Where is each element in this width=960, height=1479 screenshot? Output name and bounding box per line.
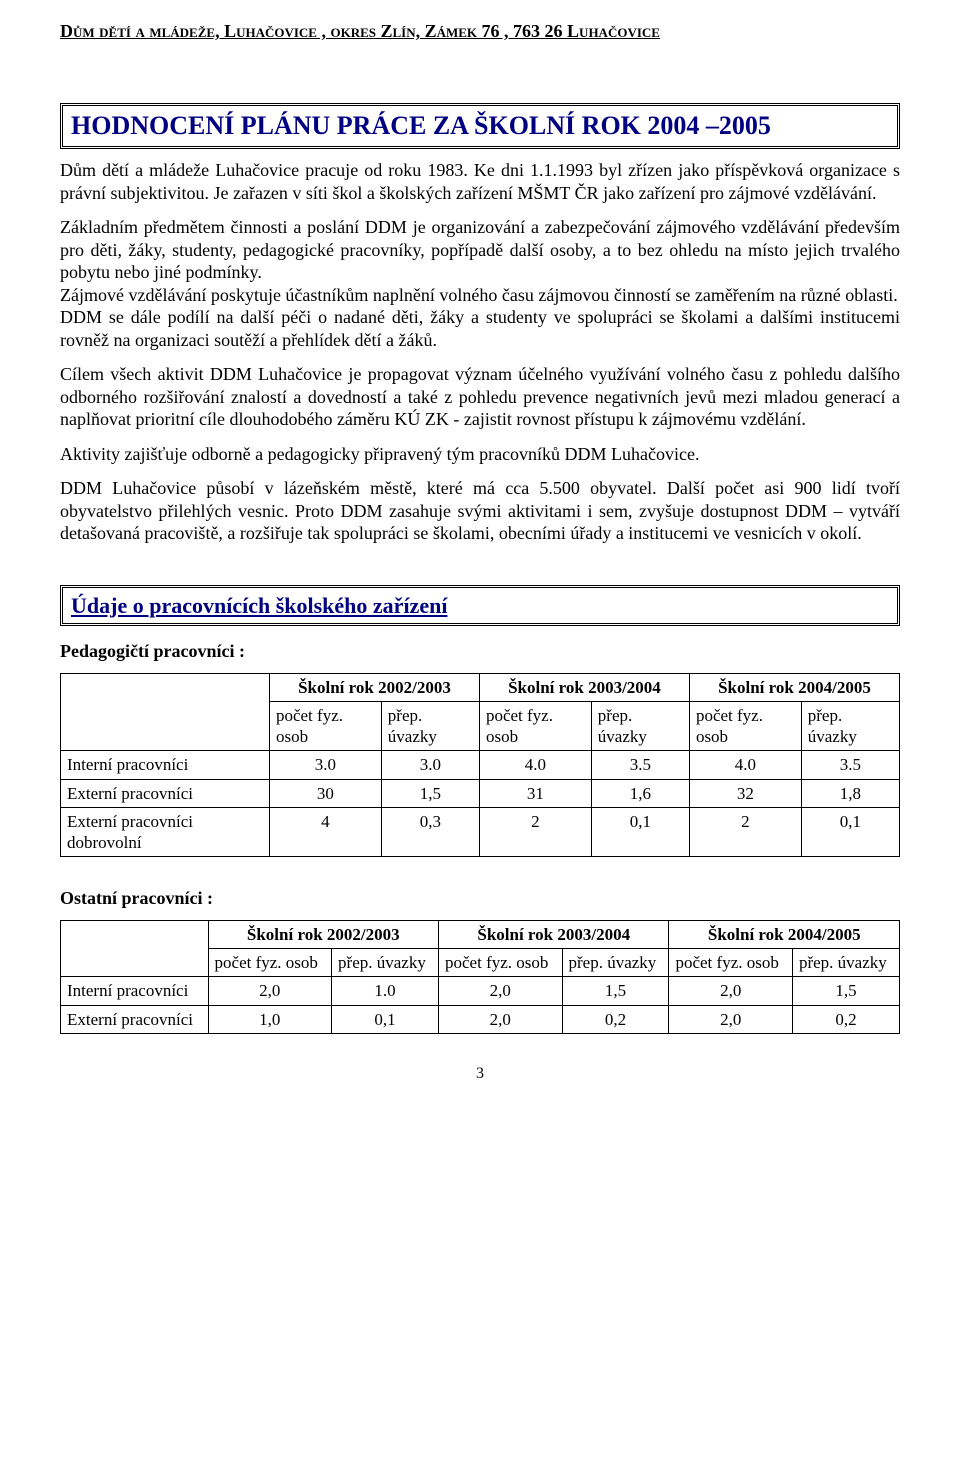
page-title: HODNOCENÍ PLÁNU PRÁCE ZA ŠKOLNÍ ROK 2004…: [71, 110, 889, 143]
cell: 3.0: [381, 751, 479, 779]
cell: 4.0: [479, 751, 591, 779]
cell: 30: [269, 779, 381, 807]
ost-table: Školní rok 2002/2003 Školní rok 2003/200…: [60, 920, 900, 1034]
year-2003-2004: Školní rok 2003/2004: [439, 920, 669, 948]
paragraph-1: Dům dětí a mládeže Luhačovice pracuje od…: [60, 159, 900, 204]
paragraph-2: Základním předmětem činnosti a poslání D…: [60, 216, 900, 284]
table-header-row: Školní rok 2002/2003 Školní rok 2003/200…: [61, 673, 900, 701]
cell: 2,0: [439, 1005, 563, 1033]
cell: 31: [479, 779, 591, 807]
ost-subhead: Ostatní pracovníci :: [60, 887, 900, 910]
cell: 1,5: [562, 977, 669, 1005]
cell: 0,2: [792, 1005, 899, 1033]
cell: 1.0: [332, 977, 439, 1005]
table-row: Externí pracovníci 1,0 0,1 2,0 0,2 2,0 0…: [61, 1005, 900, 1033]
title-box: HODNOCENÍ PLÁNU PRÁCE ZA ŠKOLNÍ ROK 2004…: [60, 103, 900, 150]
subhead-cell: přep. úvazky: [332, 949, 439, 977]
cell: 0,3: [381, 807, 479, 857]
subhead-cell: přep. úvazky: [801, 701, 899, 751]
cell: 3.5: [591, 751, 689, 779]
section-box-staff: Údaje o pracovnících školského zařízení: [60, 585, 900, 627]
letterhead: Dům dětí a mládeže, Luhačovice , okres Z…: [60, 20, 900, 43]
cell: 1,5: [381, 779, 479, 807]
year-2002-2003: Školní rok 2002/2003: [208, 920, 438, 948]
paragraph-6: Aktivity zajišťuje odborně a pedagogicky…: [60, 443, 900, 466]
paragraph-5: Cílem všech aktivit DDM Luhačovice je pr…: [60, 363, 900, 431]
subhead-cell: přep. úvazky: [381, 701, 479, 751]
year-2004-2005: Školní rok 2004/2005: [689, 673, 899, 701]
cell: 2: [479, 807, 591, 857]
subhead-cell: počet fyz. osob: [669, 949, 793, 977]
subhead-cell: počet fyz. osob: [269, 701, 381, 751]
ped-subhead: Pedagogičtí pracovníci :: [60, 640, 900, 663]
cell: 1,6: [591, 779, 689, 807]
cell: 2,0: [669, 977, 793, 1005]
table-row: Externí pracovníci 30 1,5 31 1,6 32 1,8: [61, 779, 900, 807]
cell: 2,0: [669, 1005, 793, 1033]
cell: 0,1: [332, 1005, 439, 1033]
subhead-cell: počet fyz. osob: [479, 701, 591, 751]
year-2002-2003: Školní rok 2002/2003: [269, 673, 479, 701]
row-label: Externí pracovníci: [61, 1005, 209, 1033]
subhead-cell: přep. úvazky: [792, 949, 899, 977]
row-label: Externí pracovníci: [61, 779, 270, 807]
cell: 32: [689, 779, 801, 807]
cell: 2,0: [439, 977, 563, 1005]
subhead-cell: počet fyz. osob: [439, 949, 563, 977]
ped-table: Školní rok 2002/2003 Školní rok 2003/200…: [60, 673, 900, 858]
cell: 2: [689, 807, 801, 857]
row-label: Interní pracovníci: [61, 977, 209, 1005]
row-label: Externí pracovníci dobrovolní: [61, 807, 270, 857]
table-corner-cell: [61, 673, 270, 751]
year-2003-2004: Školní rok 2003/2004: [479, 673, 689, 701]
paragraph-7: DDM Luhačovice působí v lázeňském městě,…: [60, 477, 900, 545]
table-row: Externí pracovníci dobrovolní 4 0,3 2 0,…: [61, 807, 900, 857]
cell: 0,2: [562, 1005, 669, 1033]
cell: 2,0: [208, 977, 332, 1005]
subhead-cell: počet fyz. osob: [689, 701, 801, 751]
subhead-cell: přep. úvazky: [562, 949, 669, 977]
section-title-staff: Údaje o pracovnících školského zařízení: [71, 592, 889, 620]
table-row: Interní pracovníci 2,0 1.0 2,0 1,5 2,0 1…: [61, 977, 900, 1005]
subhead-cell: přep. úvazky: [591, 701, 689, 751]
table-header-row: Školní rok 2002/2003 Školní rok 2003/200…: [61, 920, 900, 948]
table-corner-cell: [61, 920, 209, 977]
cell: 1,8: [801, 779, 899, 807]
paragraph-4: DDM se dále podílí na další péči o nadan…: [60, 306, 900, 351]
cell: 3.5: [801, 751, 899, 779]
cell: 4: [269, 807, 381, 857]
year-2004-2005: Školní rok 2004/2005: [669, 920, 900, 948]
row-label: Interní pracovníci: [61, 751, 270, 779]
cell: 1,5: [792, 977, 899, 1005]
cell: 4.0: [689, 751, 801, 779]
cell: 0,1: [591, 807, 689, 857]
cell: 3.0: [269, 751, 381, 779]
table-row: Interní pracovníci 3.0 3.0 4.0 3.5 4.0 3…: [61, 751, 900, 779]
subhead-cell: počet fyz. osob: [208, 949, 332, 977]
paragraph-3: Zájmové vzdělávání poskytuje účastníkům …: [60, 284, 900, 307]
cell: 0,1: [801, 807, 899, 857]
cell: 1,0: [208, 1005, 332, 1033]
page-number: 3: [60, 1064, 900, 1084]
